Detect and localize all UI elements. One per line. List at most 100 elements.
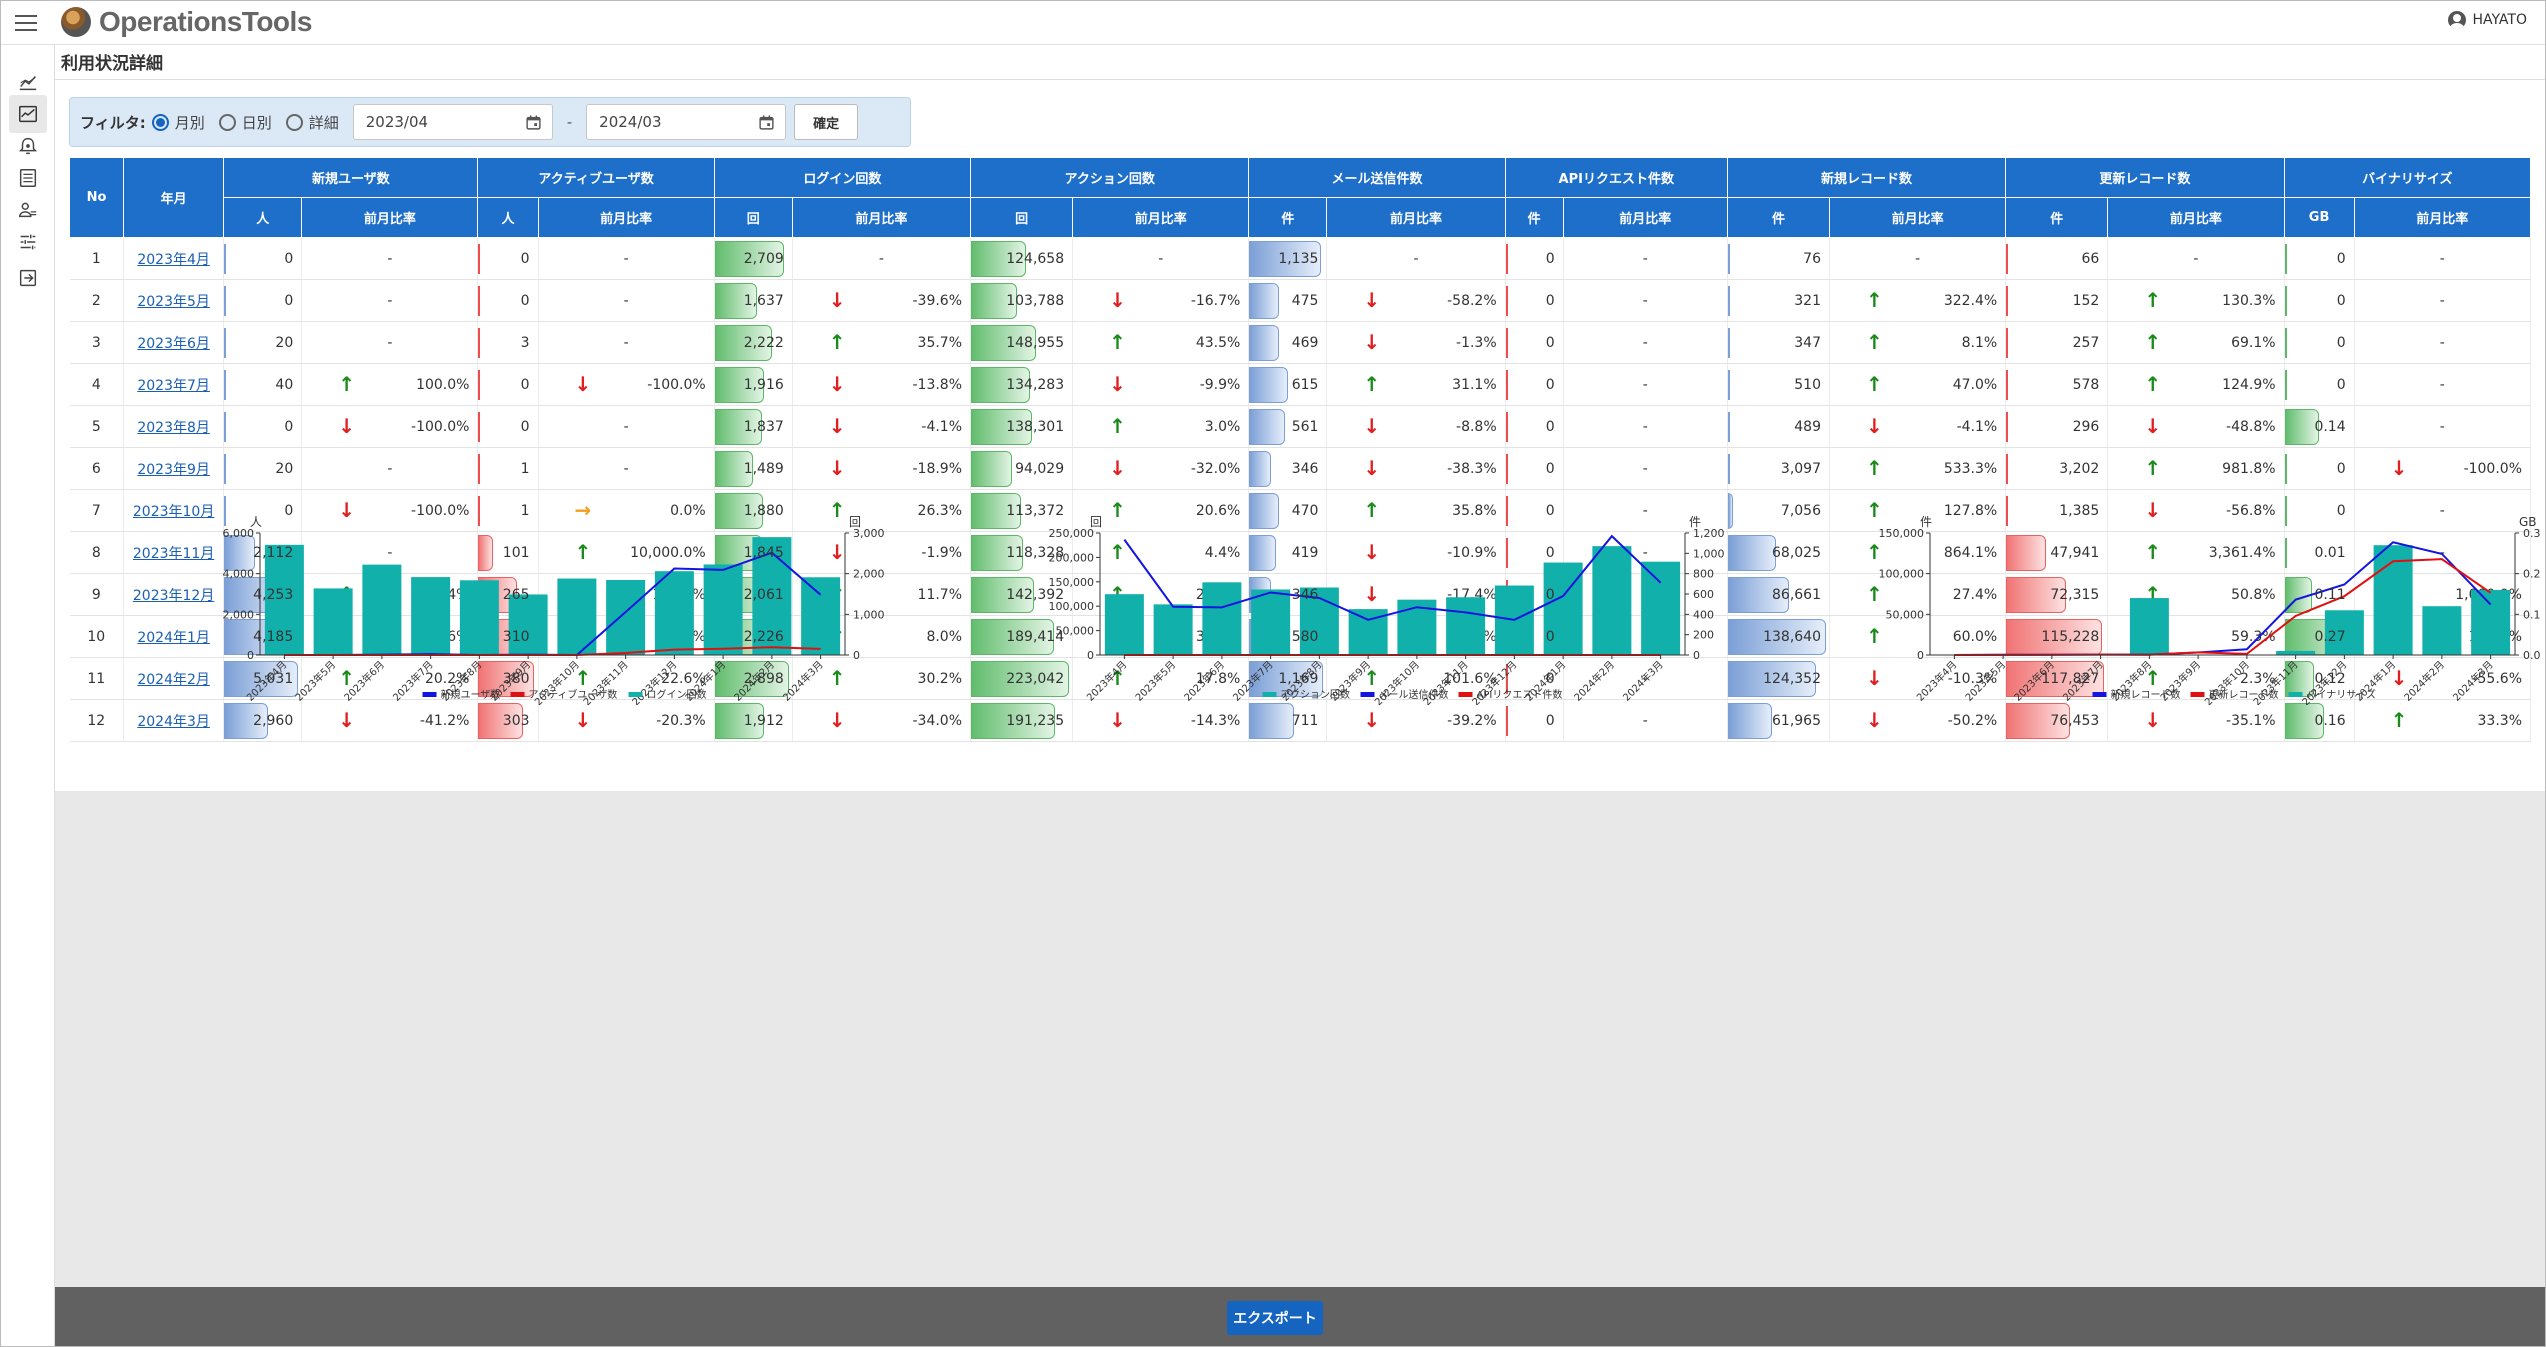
sidebar-item-insights[interactable] <box>9 95 47 133</box>
arrow-down-icon: ↓ <box>1109 708 1126 732</box>
month-link[interactable]: 2024年1月 <box>137 629 210 646</box>
month-link[interactable]: 2023年8月 <box>137 419 210 436</box>
ratio-value: 101.6% <box>1443 670 1497 687</box>
col-header-group: メール送信件数 <box>1248 157 1506 198</box>
sidebar-item-users[interactable] <box>9 191 47 229</box>
cell-value: 0 <box>1545 544 1555 561</box>
table-row: 7 2023年10月 0 ↓ -100.0% 1 → 0.0% 1,880 ↑ 26.3% 113,3… <box>69 489 2532 532</box>
sidebar-item-alarm[interactable] <box>9 127 47 165</box>
cell-value: 475 <box>1291 292 1319 309</box>
chart-bar <box>654 571 694 655</box>
data-bar <box>2284 409 2319 445</box>
month-link[interactable]: 2023年10月 <box>132 503 215 520</box>
bar-marker <box>224 370 227 400</box>
chart-svg: 件 GB 150,000 100,000 50,000 0 0.3 0.2 0.1 0.0 2023… <box>1879 515 2541 708</box>
sidebar-item-list[interactable] <box>9 159 47 197</box>
month-link[interactable]: 2023年5月 <box>137 293 210 310</box>
data-bar <box>714 241 784 277</box>
arrow-down-icon: ↓ <box>1866 708 1883 732</box>
filter-label: フィルタ: <box>80 113 146 132</box>
calendar-icon[interactable] <box>525 114 542 131</box>
value-cell: 1 <box>477 447 539 490</box>
month-link[interactable]: 2023年11月 <box>132 545 215 562</box>
ratio-value: 322.4% <box>1943 292 1998 309</box>
arrow-up-icon: ↑ <box>1109 498 1126 522</box>
data-bar <box>971 367 1031 403</box>
arrow-up-icon: ↑ <box>828 666 846 690</box>
radio-checked-icon <box>151 113 169 131</box>
row-number: 9 <box>69 573 125 616</box>
cell-value: 1,837 <box>743 418 784 435</box>
month-link[interactable]: 2023年6月 <box>137 335 210 352</box>
value-cell: 124,658 <box>970 237 1074 280</box>
ratio-value: - <box>1642 460 1648 477</box>
cell-value: 1,489 <box>743 460 784 477</box>
legend-swatch <box>2190 692 2205 697</box>
row-number: 4 <box>69 363 125 406</box>
ratio-cell: - <box>1072 237 1250 280</box>
ratio-cell: ↓ -10.3% <box>1829 657 2007 700</box>
cell-value: 1,385 <box>2059 502 2100 519</box>
bar-marker <box>224 496 227 526</box>
menu-icon[interactable] <box>15 15 37 31</box>
ratio-cell: ↑ 100.0% <box>301 363 479 406</box>
ratio-value: -55.6% <box>2472 670 2522 687</box>
cell-value: 0 <box>284 502 294 519</box>
cell-value: 380 <box>502 670 530 687</box>
value-cell: 117,827 <box>2005 657 2109 700</box>
ratio-value: -100.0% <box>411 418 470 435</box>
cell-value: 1,169 <box>1278 670 1319 687</box>
month-link[interactable]: 2024年3月 <box>137 713 210 730</box>
date-to-field[interactable]: 2024/03 <box>586 104 787 140</box>
ratio-cell: ↑ 35.8% <box>1326 489 1506 532</box>
cell-value: 0.16 <box>2314 712 2346 729</box>
confirm-button[interactable]: 確定 <box>794 104 859 140</box>
arrow-down-icon: ↓ <box>2144 708 2162 732</box>
radio-daily[interactable]: 日別 <box>218 112 272 133</box>
cell-value: 489 <box>1794 418 1821 435</box>
ratio-value: - <box>2439 334 2445 351</box>
value-cell: 0 <box>1505 699 1564 742</box>
radio-monthly[interactable]: 月別 <box>151 112 205 133</box>
row-number: 2 <box>69 279 125 322</box>
month-cell: 2023年12月 <box>123 573 225 616</box>
ratio-cell: - <box>792 237 972 280</box>
value-cell: 1,837 <box>714 405 793 448</box>
left-tick-label: 100,000 <box>1049 600 1095 613</box>
ratio-value: 2.3% <box>2239 670 2276 687</box>
footer-area <box>55 791 2545 1346</box>
month-link[interactable]: 2023年9月 <box>137 461 210 478</box>
col-header-group: 新規ユーザ数 <box>223 157 479 198</box>
ratio-cell: - <box>2354 363 2532 406</box>
calendar-icon[interactable] <box>758 114 775 131</box>
ratio-value: - <box>623 292 629 309</box>
col-header-group: アクション回数 <box>970 157 1250 198</box>
right-tick-label: 3,000 <box>853 527 885 540</box>
app-logo[interactable]: OperationsTools <box>61 4 312 40</box>
data-bar <box>971 661 1070 697</box>
value-cell: 2,709 <box>714 237 793 280</box>
month-link[interactable]: 2024年2月 <box>137 671 210 688</box>
value-cell: 1,169 <box>1248 657 1328 700</box>
ratio-value: 11.7% <box>917 586 963 603</box>
month-link[interactable]: 2023年12月 <box>132 587 215 604</box>
user-menu[interactable]: HAYATO <box>2448 11 2527 29</box>
data-bar <box>1727 577 1789 613</box>
sidebar-item-logout[interactable] <box>9 259 47 297</box>
radio-detail[interactable]: 詳細 <box>285 112 339 133</box>
sidebar-item-line-chart[interactable] <box>9 63 47 101</box>
ratio-value: 533.3% <box>1943 460 1998 477</box>
sidebar-item-tune[interactable] <box>9 223 47 261</box>
cell-value: 0.27 <box>2314 628 2346 645</box>
col-header-unit: 人 <box>223 197 303 238</box>
cell-value: 152 <box>2072 292 2100 309</box>
value-cell: 1,912 <box>714 699 793 742</box>
month-link[interactable]: 2023年7月 <box>137 377 210 394</box>
left-tick-label: 100,000 <box>1879 568 1925 581</box>
month-link[interactable]: 2023年4月 <box>137 251 210 268</box>
ratio-cell: ↓ -14.3% <box>1072 699 1250 742</box>
export-button[interactable]: エクスポート <box>1227 1301 1323 1335</box>
ratio-value: - <box>2439 502 2445 519</box>
cell-value: 0 <box>1545 418 1555 435</box>
date-from-field[interactable]: 2023/04 <box>352 104 553 140</box>
